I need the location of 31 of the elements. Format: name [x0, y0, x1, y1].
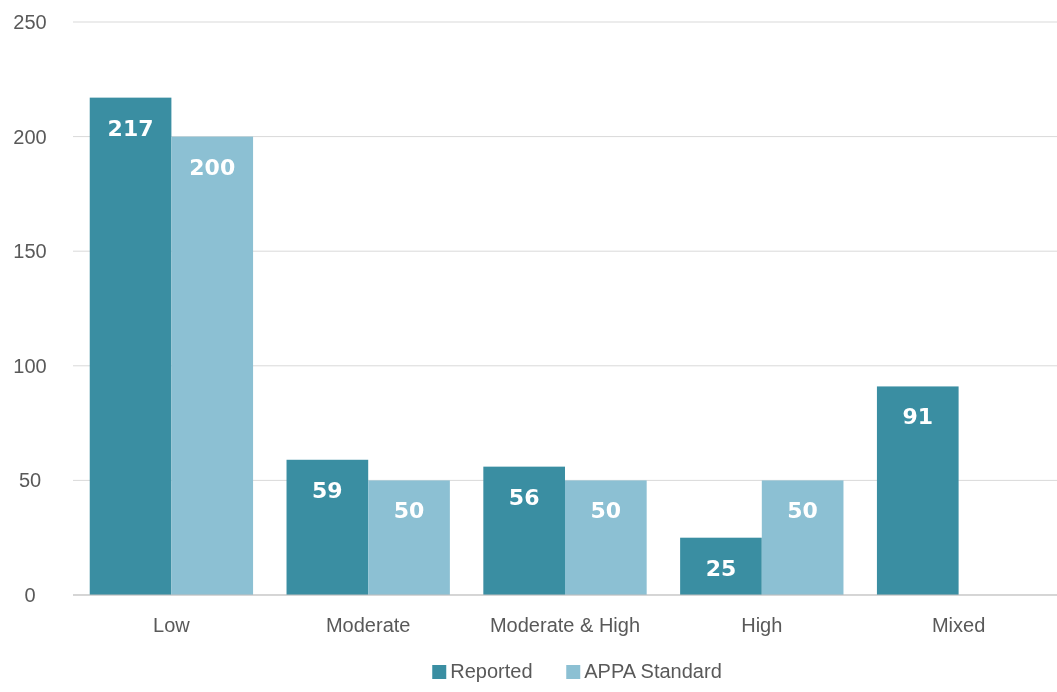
data-label: 200 [189, 154, 236, 180]
legend-label: Reported [450, 660, 533, 682]
x-tick-label: Moderate & High [489, 614, 641, 636]
data-label: 50 [393, 498, 425, 524]
bar [286, 459, 369, 595]
bar [680, 537, 762, 595]
bar [565, 480, 647, 595]
bar [89, 97, 172, 595]
data-label: 25 [705, 555, 737, 581]
legend-label: APPA Standard [584, 660, 722, 682]
bar [761, 480, 844, 595]
bar [483, 466, 565, 595]
bar [876, 386, 959, 595]
data-label: 59 [312, 477, 343, 503]
data-label: 56 [508, 484, 540, 510]
y-tick-label: 100 [13, 354, 47, 377]
data-label: 91 [902, 404, 934, 430]
x-tick-label: Mixed [931, 614, 986, 636]
data-label: 217 [107, 115, 154, 141]
data-label: 50 [590, 498, 622, 524]
y-tick-label: 150 [13, 240, 47, 263]
y-tick-label: 50 [18, 469, 42, 492]
x-tick-label: Moderate [325, 614, 411, 636]
bar [368, 480, 450, 595]
y-tick-label: 0 [24, 584, 36, 606]
x-tick-label: Low [153, 614, 191, 636]
data-label: 50 [787, 498, 818, 524]
y-tick-label: 200 [13, 125, 47, 148]
y-tick-label: 250 [13, 11, 47, 33]
x-tick-label: High [741, 614, 783, 636]
bar [171, 136, 254, 595]
